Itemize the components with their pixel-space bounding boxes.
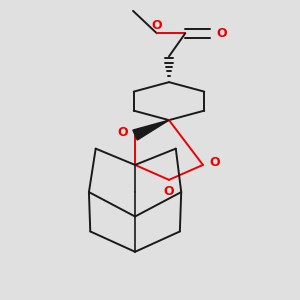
Text: O: O [210,156,220,169]
Text: O: O [152,19,162,32]
Polygon shape [133,120,169,140]
Text: O: O [164,185,174,198]
Text: O: O [118,126,128,139]
Text: O: O [217,27,227,40]
